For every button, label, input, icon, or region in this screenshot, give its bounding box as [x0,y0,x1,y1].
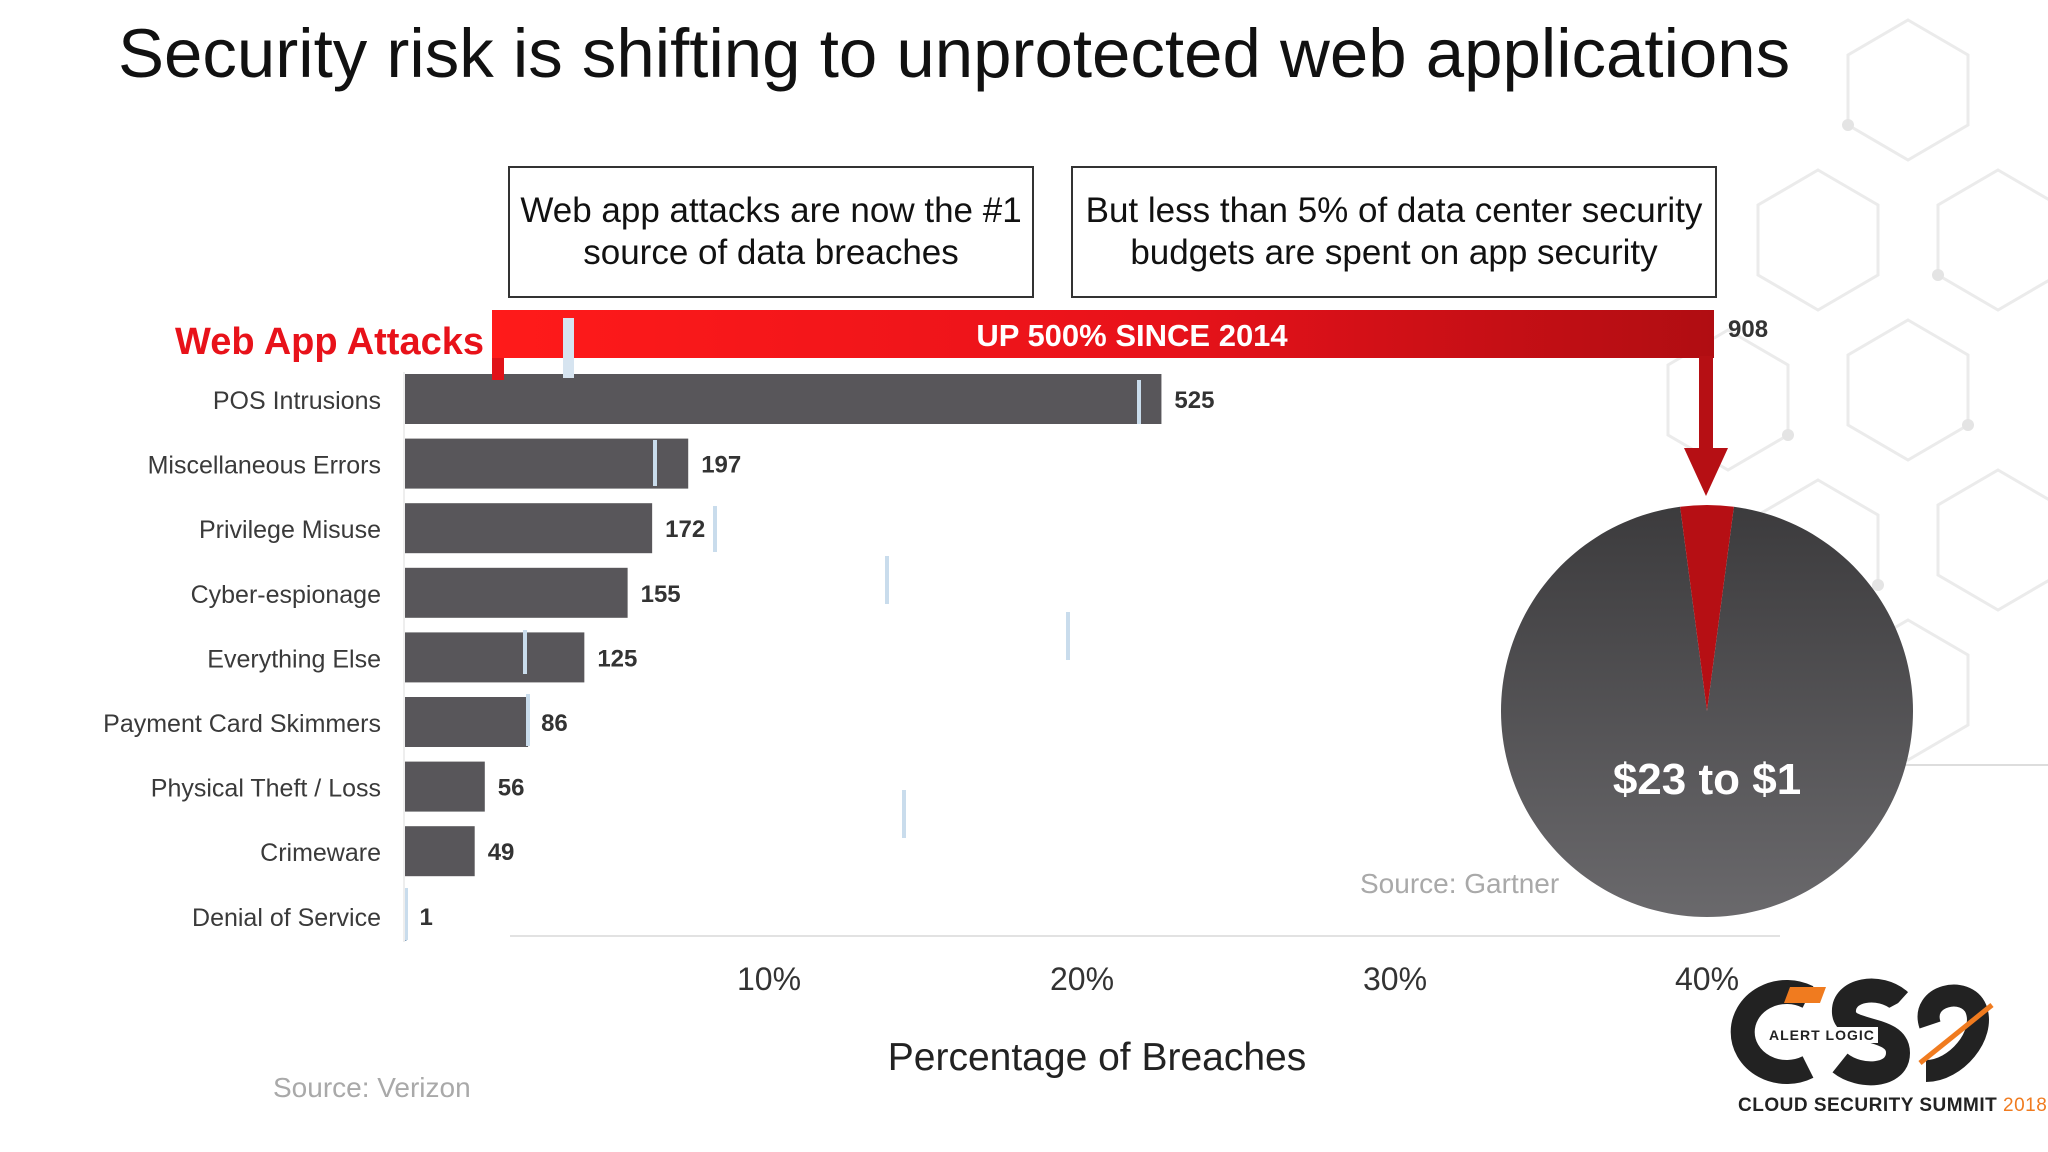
value-label-miscellaneous-errors: 197 [701,452,741,479]
bar-payment-card-skimmers [404,697,529,747]
summit-year: 2018 [2003,1095,2048,1116]
category-label-physical-theft-loss: Physical Theft / Loss [151,775,381,803]
value-label-denial-of-service: 1 [420,904,433,931]
category-label-cyber-espionage: Cyber-espionage [191,581,381,609]
x-tick-40: 40% [1675,961,1739,997]
bar-web-app-attacks [492,310,1714,358]
bar-pos-intrusions [404,374,1162,424]
source-gartner: Source: Gartner [1360,868,1560,899]
value-label-everything-else: 125 [597,645,637,672]
arrow-shaft [1699,356,1713,448]
pie-label: $23 to $1 [1613,755,1801,804]
category-label-web-app-attacks: Web App Attacks [175,321,484,363]
category-label-payment-card-skimmers: Payment Card Skimmers [103,710,381,738]
x-tick-20: 20% [1050,961,1114,997]
value-label-web-app-attacks: 908 [1728,316,1768,343]
marker-line [563,318,574,378]
summit-label: CLOUD SECURITY SUMMIT [1738,1095,1998,1116]
category-label-denial-of-service: Denial of Service [192,904,381,932]
source-verizon: Source: Verizon [273,1072,471,1103]
x-axis-title: Percentage of Breaches [888,1036,1306,1079]
callout-web-app-attacks: Web app attacks are now the #1 source of… [508,166,1034,298]
bar-crimeware [404,826,475,877]
category-label-miscellaneous-errors: Miscellaneous Errors [148,452,381,480]
value-label-cyber-espionage: 155 [641,581,681,608]
bar-privilege-misuse [404,503,653,554]
bar-everything-else [404,632,585,683]
value-label-privilege-misuse: 172 [665,516,705,543]
pie-slice-small [1680,505,1734,711]
hexagon-background-pattern [1666,18,2048,766]
bar-cyber-espionage [404,567,628,618]
category-label-privilege-misuse: Privilege Misuse [199,516,381,544]
banner-tab [492,358,504,380]
category-label-pos-intrusions: POS Intrusions [213,387,381,415]
pie-slice-large [1501,506,1913,917]
value-label-physical-theft-loss: 56 [498,775,525,802]
value-label-payment-card-skimmers: 86 [541,710,568,737]
slide-title: Security risk is shifting to unprotected… [118,15,1791,92]
category-label-crimeware: Crimeware [260,839,381,867]
x-tick-30: 30% [1363,961,1427,997]
value-label-crimeware: 49 [488,839,515,866]
banner-text: UP 500% SINCE 2014 [976,318,1288,353]
summit-name: CLOUD SECURITY SUMMIT 2018 [1738,1095,2047,1117]
arrow-head [1684,448,1728,496]
category-label-everything-else: Everything Else [207,645,381,673]
bar-physical-theft-loss [404,761,485,812]
bar-miscellaneous-errors [404,438,689,489]
x-tick-10: 10% [737,961,801,997]
css-2018-logo: ALERT LOGIC CLOUD SECURITY SUMMIT 2018 [1730,975,2047,1125]
alert-logic-label: ALERT LOGIC [1766,1027,1878,1043]
value-label-pos-intrusions: 525 [1174,387,1214,414]
callout-security-budgets: But less than 5% of data center security… [1071,166,1717,298]
